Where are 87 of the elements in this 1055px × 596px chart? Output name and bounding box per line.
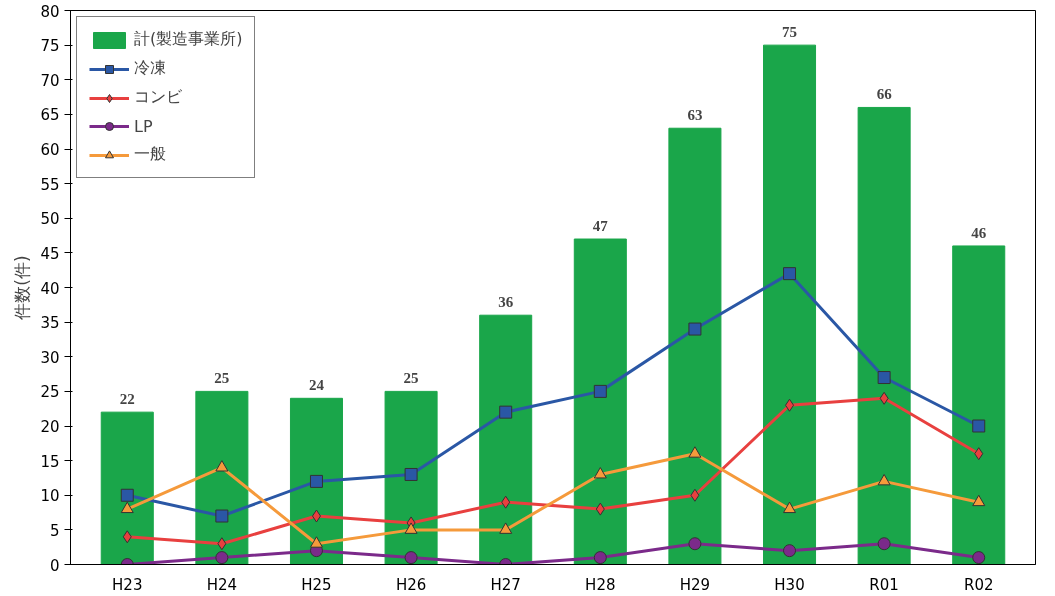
y-axis-title: 件数(件) bbox=[12, 255, 33, 320]
point bbox=[688, 537, 702, 551]
point bbox=[877, 473, 891, 486]
y-tick-label: 45 bbox=[40, 244, 60, 263]
y-tick-label: 55 bbox=[40, 175, 60, 194]
x-tick-label: H29 bbox=[679, 575, 711, 594]
data-label: 25 bbox=[214, 370, 230, 387]
bar bbox=[763, 44, 817, 565]
point bbox=[593, 384, 607, 398]
bar bbox=[573, 238, 627, 565]
x-tick-label: R01 bbox=[869, 575, 899, 594]
point bbox=[877, 371, 891, 385]
data-label: 24 bbox=[308, 377, 325, 394]
legend-label: 計(製造事業所) bbox=[134, 29, 243, 50]
data-label: 46 bbox=[971, 224, 987, 241]
data-label: 63 bbox=[687, 107, 703, 124]
point bbox=[974, 447, 984, 461]
point bbox=[499, 405, 513, 419]
x-tick-label: H26 bbox=[395, 575, 427, 594]
y-tick-label: 35 bbox=[40, 314, 60, 333]
point bbox=[690, 488, 700, 502]
y-tick-label: 50 bbox=[40, 210, 60, 229]
legend-label: 冷凍 bbox=[134, 58, 166, 79]
point bbox=[688, 446, 702, 458]
y-tick-label: 10 bbox=[40, 487, 60, 506]
bar bbox=[668, 127, 722, 565]
data-label: 75 bbox=[782, 24, 798, 41]
data-label: 22 bbox=[119, 391, 135, 408]
point bbox=[120, 501, 134, 514]
point bbox=[120, 488, 134, 502]
data-label: 36 bbox=[498, 294, 514, 311]
point bbox=[593, 551, 607, 565]
point bbox=[972, 419, 986, 433]
bar bbox=[100, 411, 154, 565]
x-tick-label: H30 bbox=[774, 575, 805, 594]
legend-label: 一般 bbox=[134, 144, 166, 165]
data-label: 47 bbox=[592, 218, 609, 235]
point bbox=[972, 494, 986, 507]
x-tick-label: H28 bbox=[585, 575, 616, 594]
x-tick-label: R02 bbox=[963, 575, 994, 594]
point bbox=[501, 495, 511, 509]
data-label: 25 bbox=[403, 370, 419, 387]
point bbox=[785, 398, 795, 412]
point bbox=[783, 501, 797, 514]
x-tick-label: H27 bbox=[490, 575, 521, 594]
point bbox=[595, 502, 605, 516]
point bbox=[783, 267, 797, 281]
y-tick-label: 0 bbox=[49, 556, 60, 575]
point bbox=[311, 509, 321, 523]
point bbox=[877, 537, 891, 551]
y-tick-label: 5 bbox=[49, 521, 60, 540]
y-tick-label: 40 bbox=[40, 279, 60, 298]
y-tick-label: 75 bbox=[40, 37, 60, 56]
point bbox=[879, 391, 889, 405]
point bbox=[215, 460, 229, 472]
data-label: 66 bbox=[876, 86, 893, 103]
point bbox=[217, 537, 227, 551]
y-tick-label: 15 bbox=[40, 452, 60, 471]
point bbox=[404, 467, 418, 481]
point bbox=[783, 544, 797, 558]
bar bbox=[952, 245, 1006, 565]
bar bbox=[479, 314, 533, 565]
y-tick-label: 65 bbox=[40, 106, 60, 125]
point bbox=[972, 551, 986, 565]
y-tick-label: 30 bbox=[40, 348, 60, 367]
x-tick-label: H25 bbox=[301, 575, 332, 594]
y-tick-label: 60 bbox=[40, 141, 60, 159]
point bbox=[309, 536, 323, 548]
y-tick-label: 70 bbox=[40, 71, 60, 90]
point bbox=[122, 530, 132, 544]
point bbox=[688, 322, 702, 336]
y-tick-label: 80 bbox=[40, 2, 60, 21]
y-tick-label: 25 bbox=[40, 383, 60, 402]
point bbox=[309, 474, 323, 488]
bar bbox=[857, 106, 911, 565]
point bbox=[404, 551, 418, 565]
point bbox=[593, 467, 607, 479]
bar bbox=[384, 390, 438, 565]
legend-label: コンビ bbox=[134, 87, 182, 108]
x-tick-label: H23 bbox=[112, 575, 143, 594]
legend-label: LP bbox=[134, 116, 154, 136]
point bbox=[499, 522, 513, 534]
point bbox=[404, 522, 418, 534]
point bbox=[215, 551, 229, 565]
point bbox=[215, 509, 229, 523]
x-tick-label: H24 bbox=[206, 575, 238, 594]
y-tick-label: 20 bbox=[40, 418, 60, 436]
